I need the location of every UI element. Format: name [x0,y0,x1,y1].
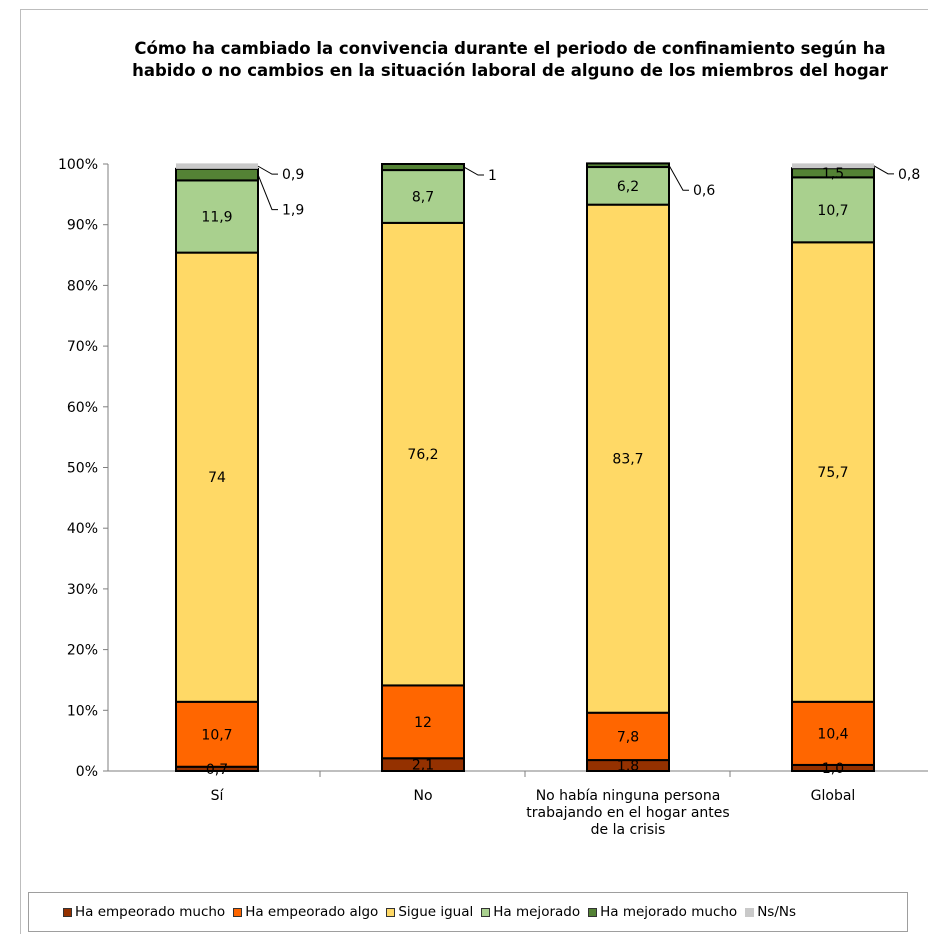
bar-segment [175,700,259,768]
data-label: 10,4 [817,726,848,742]
callout-leader [873,165,894,175]
callout-label: 0,8 [898,167,920,183]
legend-label: Ha mejorado [493,904,581,920]
y-tick-label: 70% [67,339,98,355]
y-tick-label: 10% [67,703,98,719]
legend-swatch [745,907,755,917]
legend-label: Ha empeorado algo [245,904,379,920]
y-tick-label: 80% [67,278,98,294]
legend-item: Ha empeorado algo [233,904,378,920]
data-label: 8,7 [412,189,434,205]
chart-title: Cómo ha cambiado la convivencia durante … [132,39,888,80]
legend-item: Ns/Ns [745,904,796,920]
data-label: 2,1 [412,758,434,774]
callout-label: 0,6 [693,183,715,199]
y-tick-label: 20% [67,643,98,659]
data-label: 6,2 [617,179,639,195]
callout-leader [257,174,278,211]
bar-segment [792,163,874,169]
y-tick-label: 100% [58,157,98,173]
x-tick-label: de la crisis [591,822,666,838]
x-tick-label: Sí [211,788,225,804]
bar-segment [381,169,465,224]
bar-segment [791,241,875,703]
callout-leader [257,165,278,175]
data-label: 1,5 [822,166,844,182]
data-label: 74 [208,470,226,486]
data-label: 83,7 [612,452,643,468]
data-label: 0,7 [206,762,228,778]
y-tick-label: 50% [67,461,98,477]
data-label: 1,8 [617,759,639,775]
data-label: 1,0 [822,761,844,777]
legend-item: Sigue igual [386,904,473,920]
chart-frame [20,9,928,934]
bar-segment [791,176,875,244]
y-tick-label: 30% [67,582,98,598]
bar-segment [586,203,670,714]
bar-segment [381,163,465,172]
data-label: 75,7 [817,465,848,481]
callout-label: 0,9 [282,167,304,183]
legend-swatch [233,907,243,917]
bar-segment [176,163,258,169]
legend-label: Sigue igual [398,904,474,920]
bar-segment [175,179,259,254]
x-tick-label: Global [811,788,856,804]
callout-label: 1 [488,168,497,184]
legend-item: Ha mejorado [481,904,580,920]
data-label: 10,7 [201,727,232,743]
data-label: 11,9 [201,210,232,226]
data-label: 12 [414,715,432,731]
bar-segment [381,684,465,760]
bar-segment [175,167,259,182]
y-tick-label: 0% [76,764,98,780]
legend: Ha empeorado mucho Ha empeorado algo Sigue… [28,892,908,932]
legend-swatch [588,907,598,917]
legend-label: Ns/Ns [757,904,796,920]
bar-segment [586,162,670,169]
x-tick-label: No [413,788,432,804]
x-tick-label: trabajando en el hogar antes [526,805,729,821]
callout-leader [463,166,484,176]
data-label: 76,2 [407,447,438,463]
bar-segment [791,700,875,766]
y-tick-label: 40% [67,521,98,537]
legend-item: Ha mejorado mucho [588,904,737,920]
chart-plot: 0% 10% 20% 30% 40% 50% 60% 70% 80% 90% 100% Sí No No … [58,157,928,838]
y-tick-label: 90% [67,218,98,234]
x-tick-label: No había ninguna persona [536,788,721,804]
data-label: 10,7 [817,203,848,219]
callout-label: 1,9 [282,203,304,219]
callout-leader [668,164,689,191]
legend-label: Ha empeorado mucho [75,904,226,920]
bar-segment [175,251,259,703]
data-label: 7,8 [617,729,639,745]
legend-item: Ha empeorado mucho [63,904,225,920]
legend-swatch [386,907,396,917]
legend-swatch [63,907,72,917]
legend-swatch [481,907,491,917]
y-tick-label: 60% [67,400,98,416]
legend-label: Ha mejorado mucho [600,904,738,920]
